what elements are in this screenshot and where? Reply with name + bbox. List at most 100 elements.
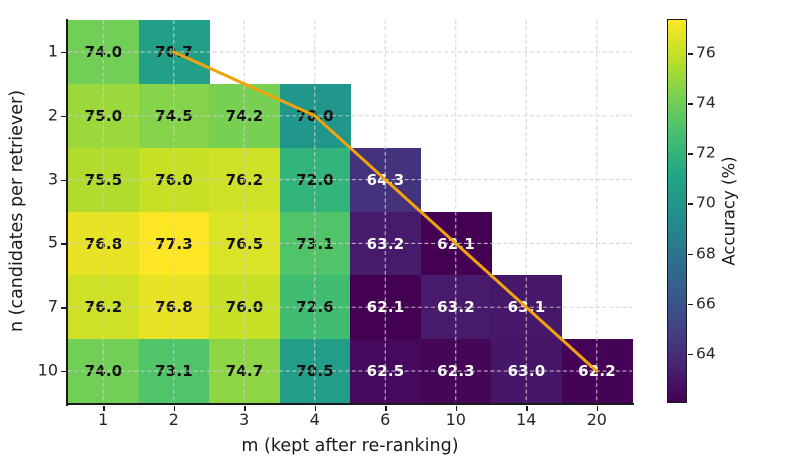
heatmap-cell: 70.0 — [279, 83, 351, 149]
y-tick-mark — [61, 51, 66, 54]
heatmap-cell: 70.5 — [279, 339, 351, 404]
heatmap-cell: 70.7 — [138, 20, 210, 85]
y-tick-label: 2 — [47, 105, 58, 125]
x-tick-mark — [103, 406, 105, 411]
x-tick-label: 2 — [168, 410, 179, 429]
heatmap-cell: 63.0 — [491, 339, 562, 404]
heatmap-cell: 77.3 — [138, 211, 210, 276]
heatmap-cell: 76.8 — [138, 275, 210, 340]
cell-value: 72.0 — [296, 170, 334, 189]
x-tick-mark — [526, 406, 528, 411]
cell-value: 70.7 — [155, 43, 193, 62]
heatmap-cell: 62.5 — [350, 339, 421, 404]
cell-value: 62.1 — [366, 298, 405, 317]
heatmap-cell: 74.0 — [68, 339, 139, 404]
cell-value: 62.2 — [578, 362, 616, 381]
cell-value: 70.0 — [296, 106, 334, 125]
x-tick-mark — [455, 406, 458, 411]
heatmap-cell: 63.2 — [420, 275, 492, 340]
x-tick-mark — [314, 406, 317, 411]
y-axis-spine — [66, 19, 69, 406]
cell-value: 74.7 — [225, 362, 264, 381]
heatmap-cell: 72.6 — [279, 275, 351, 340]
colorbar-tick-label: 70 — [696, 194, 716, 213]
heatmap-cell: 73.1 — [138, 339, 210, 404]
cell-value: 63.1 — [507, 298, 546, 317]
x-tick-mark — [244, 406, 246, 411]
cell-value: 73.1 — [296, 234, 334, 253]
heatmap-cell: 75.5 — [68, 147, 139, 212]
y-tick-mark — [61, 179, 66, 181]
heatmap-cell: 72.0 — [279, 147, 351, 212]
colorbar-tick-mark — [688, 53, 693, 55]
heatmap-cell: 76.0 — [138, 147, 210, 212]
cell-value: 74.2 — [225, 106, 264, 125]
colorbar-tick-label: 74 — [696, 94, 716, 113]
y-tick-mark — [61, 115, 66, 118]
cell-value: 72.6 — [296, 298, 334, 317]
cell-value: 74.0 — [84, 43, 123, 62]
cell-value: 63.2 — [437, 298, 475, 317]
colorbar-tick-mark — [688, 103, 693, 105]
colorbar-tick-label: 64 — [696, 344, 716, 363]
colorbar-tick-mark — [688, 303, 693, 305]
colorbar-tick-mark — [688, 253, 693, 255]
heatmap-cell: 62.1 — [420, 211, 492, 276]
cell-value: 75.0 — [84, 106, 123, 125]
cell-value: 62.1 — [437, 234, 475, 253]
heatmap-cell: 75.0 — [68, 83, 139, 149]
x-tick-label: 10 — [445, 410, 466, 429]
heatmap-cell: 76.5 — [209, 211, 280, 276]
x-tick-label: 4 — [309, 410, 320, 429]
x-axis-spine — [66, 403, 634, 406]
heatmap-cell: 73.1 — [279, 211, 351, 276]
colorbar-tick-mark — [688, 153, 693, 155]
cell-value: 63.0 — [507, 362, 546, 381]
y-tick-mark — [61, 307, 66, 309]
x-tick-label: 3 — [239, 410, 250, 429]
cell-value: 70.5 — [296, 362, 334, 381]
cell-value: 64.3 — [366, 170, 405, 189]
y-tick-label: 7 — [47, 296, 58, 316]
heatmap-cell: 76.8 — [68, 211, 139, 276]
heatmap-cell: 74.5 — [138, 83, 210, 149]
y-tick-mark — [61, 371, 66, 373]
heatmap-cell: 62.3 — [420, 339, 492, 404]
colorbar-tick-mark — [688, 203, 693, 205]
x-tick-label: 1 — [98, 410, 109, 429]
colorbar-tick-label: 66 — [696, 294, 716, 313]
heatmap-cell: 74.7 — [209, 339, 280, 404]
heatmap-cell: 76.0 — [209, 275, 280, 340]
colorbar-tick-label: 72 — [696, 144, 716, 163]
cell-value: 75.5 — [84, 170, 123, 189]
cell-value: 62.5 — [366, 362, 405, 381]
colorbar — [667, 19, 687, 403]
x-tick-label: 14 — [516, 410, 537, 429]
cell-value: 74.0 — [84, 362, 123, 381]
heatmap-cell: 74.2 — [209, 83, 280, 149]
cell-value: 76.8 — [155, 298, 193, 317]
colorbar-tick-mark — [688, 353, 693, 356]
x-tick-mark — [596, 406, 599, 411]
plot-area: 74.0 70.7 75.0 74.5 74.2 70.0 75.5 76.0 76.2 72.0… — [68, 20, 633, 404]
cell-value: 76.0 — [225, 298, 264, 317]
colorbar-tick-label: 68 — [696, 244, 716, 263]
cell-value: 77.3 — [155, 234, 193, 253]
cell-value: 76.5 — [225, 234, 264, 253]
heatmap-cell: 63.2 — [350, 211, 421, 276]
heatmap-cell: 62.1 — [350, 275, 421, 340]
cell-value: 73.1 — [155, 362, 193, 381]
y-tick-label: 3 — [47, 169, 58, 189]
cell-value: 62.3 — [437, 362, 475, 381]
x-tick-mark — [385, 406, 387, 411]
colorbar-tick-label: 76 — [696, 43, 716, 62]
heatmap-cell: 76.2 — [209, 147, 280, 212]
heatmap-cell: 76.2 — [68, 275, 139, 340]
y-tick-label: 10 — [37, 360, 58, 380]
y-tick-label: 1 — [47, 41, 58, 61]
x-axis-label: m (kept after re-ranking) — [241, 436, 459, 456]
x-tick-label: 6 — [380, 410, 391, 429]
cell-value: 76.2 — [225, 170, 264, 189]
heatmap-cell: 63.1 — [491, 275, 562, 340]
x-tick-mark — [173, 406, 176, 411]
